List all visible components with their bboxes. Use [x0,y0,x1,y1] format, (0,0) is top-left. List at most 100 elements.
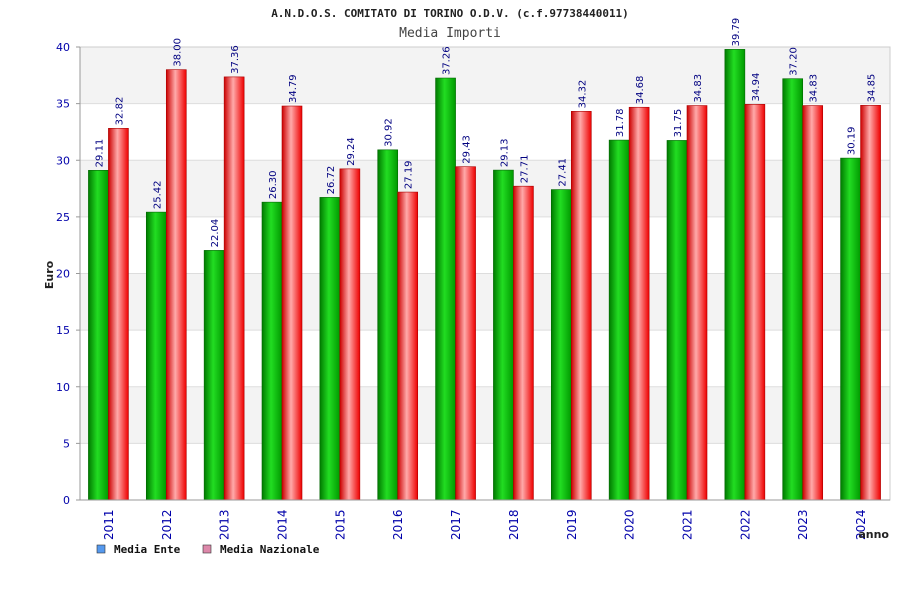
bar-media-ente-2020 [608,139,630,501]
bar-media-ente-2011 [88,170,109,501]
bar-media-ente-2022 [724,49,746,501]
bar-media-ente-2015 [319,197,341,501]
data-label-media-nazionale-2016: 27.19 [404,160,415,189]
bar-media-nazionale-2016 [397,191,419,501]
grid-band [80,103,890,161]
x-tick-label: 2023 [796,509,810,540]
bars: 29.11 32.82 25.42 38.00 22.04 37.36 26.30 34.79… [88,18,881,501]
x-tick-label: 2013 [218,509,232,540]
data-label-media-nazionale-2024: 34.85 [867,74,878,103]
bar-media-ente-2021 [666,140,688,501]
y-tick-label: 30 [56,154,70,167]
data-label-media-ente-2022: 39.79 [731,18,742,47]
data-label-media-nazionale-2013: 37.36 [230,45,241,74]
bar-media-nazionale-2024 [860,105,881,501]
x-tick-label: 2017 [449,509,463,540]
data-label-media-ente-2014: 26.30 [268,171,279,200]
data-label-media-nazionale-2019: 34.32 [577,80,588,109]
bar-media-nazionale-2021 [686,105,708,501]
grid-band [80,330,890,387]
bar-media-nazionale-2015 [339,168,361,501]
bar-media-nazionale-2013 [223,76,245,501]
bar-media-nazionale-2014 [281,105,303,501]
bar-media-nazionale-2017 [455,166,476,501]
x-tick-label: 2015 [333,509,347,540]
data-label-media-nazionale-2021: 34.83 [693,74,704,103]
bar-media-nazionale-2012 [165,69,187,501]
data-label-media-ente-2017: 37.26 [442,46,453,75]
x-tick-label: 2012 [160,509,174,540]
bar-media-ente-2013 [203,250,225,501]
y-axis-label: Euro [43,260,56,289]
legend: Media Ente Media Nazionale [96,543,320,556]
grid-band [80,216,890,274]
grid-band [80,386,890,444]
data-label-media-ente-2013: 22.04 [210,219,221,248]
y-tick-label: 10 [56,381,70,394]
data-label-media-nazionale-2014: 34.79 [288,74,299,103]
bar-media-nazionale-2020 [628,106,650,501]
y-tick-label: 5 [63,437,70,450]
data-label-media-ente-2021: 31.75 [673,109,684,138]
x-tick-label: 2021 [681,509,695,540]
bar-media-ente-2019 [550,189,572,501]
bar-media-ente-2014 [261,201,283,501]
y-tick-label: 25 [56,211,70,224]
bar-media-ente-2023 [782,78,804,501]
legend-swatch-media-nazionale [202,544,212,554]
bar-media-nazionale-2011 [108,128,129,501]
data-label-media-ente-2018: 29.13 [499,138,510,167]
legend-label-media-ente: Media Ente [114,543,181,556]
x-tick-label: 2022 [738,509,752,540]
data-label-media-nazionale-2020: 34.68 [635,76,646,105]
grid-band [80,47,890,104]
data-label-media-ente-2016: 30.92 [384,118,395,147]
data-label-media-nazionale-2015: 29.24 [346,137,357,166]
data-label-media-nazionale-2017: 29.43 [462,135,473,164]
chart-subtitle: Media Importi [399,26,501,41]
x-tick-label: 2019 [565,509,579,540]
x-tick-label: 2014 [276,509,290,540]
plot-background [79,46,891,501]
y-tick-label: 0 [63,494,70,507]
y-tick-label: 35 [56,98,70,111]
data-label-media-nazionale-2022: 34.94 [751,73,762,102]
chart-title: A.N.D.O.S. COMITATO DI TORINO O.D.V. (c.… [271,7,629,20]
bar-media-ente-2016 [377,149,399,501]
bar-media-nazionale-2022 [744,104,766,501]
bar-media-ente-2012 [145,211,167,501]
y-tick-label: 40 [56,41,70,54]
legend-label-media-nazionale: Media Nazionale [220,543,320,556]
x-tick-label: 2011 [102,509,116,540]
data-label-media-ente-2024: 30.19 [847,126,858,155]
data-label-media-nazionale-2012: 38.00 [172,38,183,67]
data-label-media-nazionale-2018: 27.71 [519,155,530,184]
x-tick-label: 2020 [623,509,637,540]
grid-band [80,160,890,217]
data-label-media-ente-2011: 29.11 [94,139,105,168]
bar-media-nazionale-2019 [570,111,592,501]
x-axis: 2011 2012 2013 2014 2015 2016 2017 2018 2019 2020… [80,499,890,540]
bar-media-nazionale-2023 [802,105,824,501]
x-tick-label: 2018 [507,509,521,540]
data-label-media-nazionale-2011: 32.82 [114,97,125,126]
data-label-media-nazionale-2023: 34.83 [809,74,820,103]
bar-media-ente-2024 [840,157,861,501]
bar-media-ente-2017 [435,77,456,501]
grid-band [80,443,890,500]
x-tick-label: 2016 [391,509,405,540]
y-tick-label: 15 [56,324,70,337]
grid-band [80,273,890,331]
data-label-media-ente-2020: 31.78 [615,108,626,137]
legend-swatch-media-ente [96,544,106,554]
data-label-media-ente-2012: 25.42 [152,180,163,209]
bar-media-nazionale-2018 [513,185,534,501]
data-label-media-ente-2019: 27.41 [557,158,568,187]
x-tick-label: 2024 [854,509,868,540]
bar-media-ente-2018 [493,169,514,501]
y-tick-label: 20 [56,268,70,281]
x-axis-label: anno [858,528,889,541]
y-axis: 0 5 10 15 20 25 30 35 40 [56,41,81,507]
